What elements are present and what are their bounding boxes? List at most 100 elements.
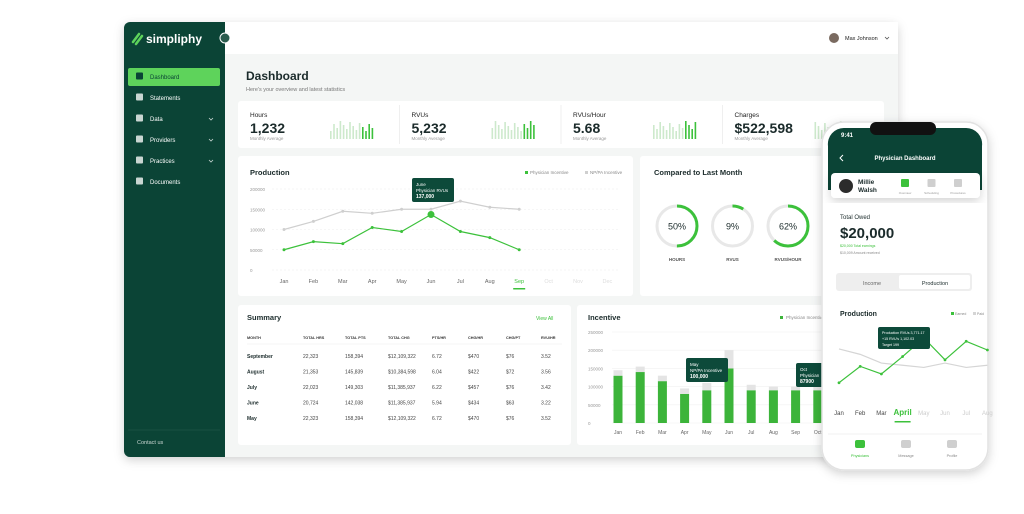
table-cell: 21,353 bbox=[303, 370, 319, 376]
nav-active bbox=[128, 68, 220, 86]
sparkline-bar bbox=[672, 127, 674, 139]
x-tick-label: Feb bbox=[855, 411, 866, 417]
status-time: 9:41 bbox=[841, 133, 854, 139]
table-cell: $76 bbox=[506, 416, 515, 422]
table-cell: 158,394 bbox=[345, 416, 363, 422]
sparkline-bar bbox=[659, 122, 661, 139]
nav-caret bbox=[208, 138, 214, 142]
line-point bbox=[429, 207, 433, 211]
table-cell: $470 bbox=[468, 416, 479, 422]
back-arrow[interactable] bbox=[839, 154, 844, 162]
nav-item[interactable]: Statements bbox=[150, 96, 180, 102]
nav-item[interactable]: Providers bbox=[150, 138, 175, 144]
nav-item[interactable]: Practices bbox=[150, 159, 175, 165]
stat-label: RVUs bbox=[412, 112, 430, 119]
table-cell: 6.22 bbox=[432, 385, 442, 391]
x-tick-label: Jan bbox=[280, 279, 289, 285]
legend-label: Paid bbox=[977, 312, 984, 316]
line-point bbox=[370, 211, 374, 215]
contact-link[interactable]: Contact us bbox=[137, 440, 164, 446]
legend-swatch bbox=[951, 312, 954, 315]
bar-segment bbox=[680, 393, 690, 423]
person-name: Walsh bbox=[858, 187, 877, 194]
tab-icon-label[interactable]: Procedures bbox=[950, 191, 966, 195]
tooltip-text: 87900 bbox=[800, 379, 814, 385]
sparkline-bar bbox=[820, 130, 823, 139]
summary-card bbox=[238, 305, 571, 445]
tooltip-text: +15 RVU's 1,102.03 bbox=[882, 337, 914, 341]
sparkline-bar bbox=[529, 121, 532, 139]
legend-swatch bbox=[973, 312, 976, 315]
tab-icon bbox=[954, 179, 962, 187]
phone-title: Physician Dashboard bbox=[874, 156, 935, 162]
y-tick-label: 200000 bbox=[250, 187, 266, 192]
table-cell: 6.72 bbox=[432, 416, 442, 422]
notch bbox=[870, 122, 936, 135]
selected-month-underline bbox=[513, 288, 526, 290]
x-tick-label: Mar bbox=[338, 279, 348, 285]
nav-item[interactable]: Data bbox=[150, 117, 163, 123]
line-point bbox=[943, 358, 947, 362]
bar-segment bbox=[680, 388, 690, 394]
bottom-nav-item[interactable]: Physicians bbox=[851, 454, 869, 458]
sparkline-bar bbox=[371, 128, 374, 139]
table-cell: $457 bbox=[468, 385, 479, 391]
table-cell: 3.52 bbox=[541, 354, 551, 360]
sidebar bbox=[124, 22, 225, 457]
line-point bbox=[458, 199, 462, 203]
sparkline-bar bbox=[675, 131, 677, 139]
nav-caret bbox=[208, 117, 214, 121]
table-cell: 22,023 bbox=[303, 385, 319, 391]
view-all-link[interactable]: View All bbox=[536, 316, 553, 322]
table-cell: July bbox=[247, 385, 257, 391]
sparkline-bar bbox=[510, 130, 513, 139]
sparkline-bar bbox=[365, 131, 367, 139]
tooltip bbox=[878, 327, 930, 349]
table-cell: $11,385,937 bbox=[388, 401, 416, 407]
x-tick-label: Oct bbox=[814, 430, 822, 436]
segment[interactable]: Production bbox=[922, 281, 948, 287]
table-cell: 149,303 bbox=[345, 385, 363, 391]
sparkline-bar bbox=[349, 122, 351, 139]
sparkline-bar bbox=[336, 128, 338, 139]
stat-label: Hours bbox=[250, 112, 268, 119]
bottom-nav-item[interactable]: Message bbox=[898, 454, 913, 458]
stat-note: Monthly Average bbox=[573, 136, 607, 141]
line-point bbox=[282, 228, 286, 231]
tab-icon-label[interactable]: Scheduling bbox=[924, 191, 939, 195]
donut-arc bbox=[766, 204, 810, 248]
y-tick-label: 100000 bbox=[588, 385, 604, 390]
table-cell: $422 bbox=[468, 370, 479, 376]
sparkline-bar bbox=[330, 131, 332, 139]
table-cell: 6.72 bbox=[432, 354, 442, 360]
sparkline-bar bbox=[346, 129, 348, 139]
collapse-button[interactable] bbox=[219, 32, 231, 44]
sparkline-bar bbox=[817, 126, 820, 139]
selected-month-underline bbox=[894, 421, 911, 423]
nav-caret bbox=[208, 159, 214, 163]
sparkline-bar bbox=[526, 128, 529, 139]
x-tick-label: Jun bbox=[427, 279, 436, 285]
avatar bbox=[839, 179, 853, 193]
line-point bbox=[311, 219, 315, 223]
y-tick-label: 200000 bbox=[588, 348, 604, 353]
table-cell: 142,038 bbox=[345, 401, 363, 407]
nav-item[interactable]: Dashboard bbox=[150, 75, 179, 81]
nav-item[interactable]: Documents bbox=[150, 180, 180, 186]
table-cell: $12,109,322 bbox=[388, 354, 416, 360]
sparkline-bar bbox=[669, 123, 671, 139]
table-cell: $470 bbox=[468, 354, 479, 360]
tab-icon-label[interactable]: Overview bbox=[899, 191, 912, 195]
y-tick-label: 0 bbox=[588, 421, 591, 426]
stat-note: Monthly Average bbox=[735, 136, 769, 141]
tooltip-text: Target 199 bbox=[882, 343, 899, 347]
segment[interactable]: Income bbox=[863, 281, 881, 287]
table-cell: $63 bbox=[506, 401, 515, 407]
bottom-nav-icon bbox=[901, 440, 911, 448]
user-caret bbox=[884, 36, 890, 40]
user-name[interactable]: Max Johnson bbox=[845, 36, 878, 42]
x-tick-label: Jul bbox=[457, 279, 464, 285]
bottom-nav-item[interactable]: Profile bbox=[947, 454, 958, 458]
table-cell: 158,394 bbox=[345, 354, 363, 360]
